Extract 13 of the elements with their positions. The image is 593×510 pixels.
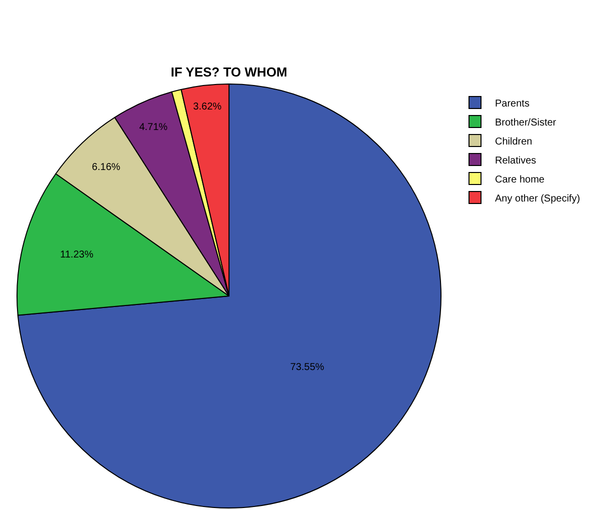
legend-label: Care home [495, 174, 545, 186]
legend-label: Children [495, 136, 532, 148]
legend-label: Any other (Specify) [495, 193, 580, 204]
data-label: 4.71% [139, 122, 168, 133]
chart-title: IF YES? TO WHOM [170, 64, 288, 80]
data-label: 11.23% [60, 250, 94, 261]
data-label: 73.55% [290, 362, 324, 373]
legend-label: Relatives [495, 155, 536, 166]
pie-slice [17, 84, 442, 508]
legend-label: Brother/Sister [495, 117, 557, 128]
data-label: 3.62% [193, 101, 222, 112]
legend-label: Parents [495, 98, 530, 110]
data-label: 6.16% [92, 162, 120, 173]
